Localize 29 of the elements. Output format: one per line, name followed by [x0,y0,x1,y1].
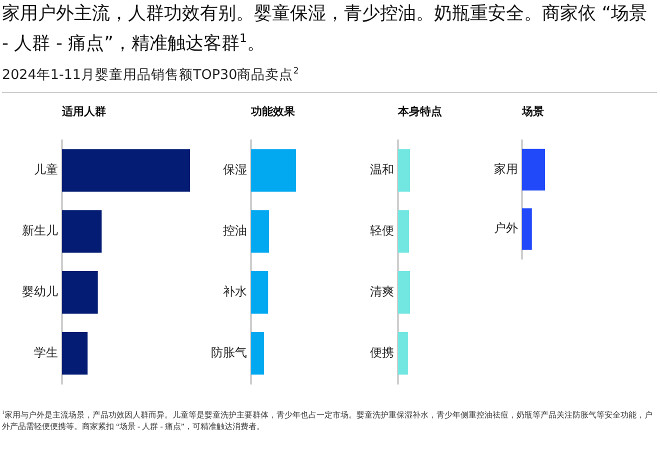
bar [62,271,98,314]
y-tick-label: 清爽 [370,284,394,298]
chart-title: 适用人群 [61,104,107,120]
y-tick-label: 防胀气 [211,345,247,360]
y-tick-label: 婴幼儿 [22,284,58,298]
bar [251,332,264,375]
y-tick-label: 户外 [494,221,518,236]
y-tick-label: 控油 [223,224,247,238]
y-tick-label: 保湿 [223,162,247,177]
chart-title: 场景 [520,104,545,120]
text: 家用户外主流，人群功效有别。婴童保湿，青少控油。奶瓶重安全。商家依 “场景 - 人群 - 痛点”，精准触达客群$^{1}$。 [2,2,648,56]
bar [251,149,296,192]
y-tick-label: 轻便 [370,224,394,238]
text: $^{1}$家用与户外是主流场景，产品功效因人群而异。儿童等是婴童洗护主要群体，青少年也占一定市场。婴童洗护重保湿补水，青少年侧重控油祛痘，奶瓶等产品关注防胀气等安全功能，户外产品需轻便便携等。商家紧扣 “场景 - 人群 - 痛点”，可精准触达消费者。 [2,409,654,432]
y-tick-label: 温和 [370,162,394,177]
y-tick-label: 新生儿 [22,224,58,238]
bar [62,210,102,253]
y-tick-label: 家用 [494,162,518,176]
chart-title: 本身特点 [396,104,443,120]
bar [251,210,269,253]
y-tick-label: 便携 [370,345,394,360]
bar [62,149,190,192]
y-tick-label: 儿童 [34,162,58,177]
y-tick-label: 补水 [223,284,247,298]
bar [62,332,88,375]
y-tick-label: 学生 [34,345,58,360]
text: 2024年1-11月婴童用品销售额TOP30商品卖点$^{2}$ [2,66,657,93]
chart-title: 功能效果 [250,104,296,120]
bar [251,271,268,314]
